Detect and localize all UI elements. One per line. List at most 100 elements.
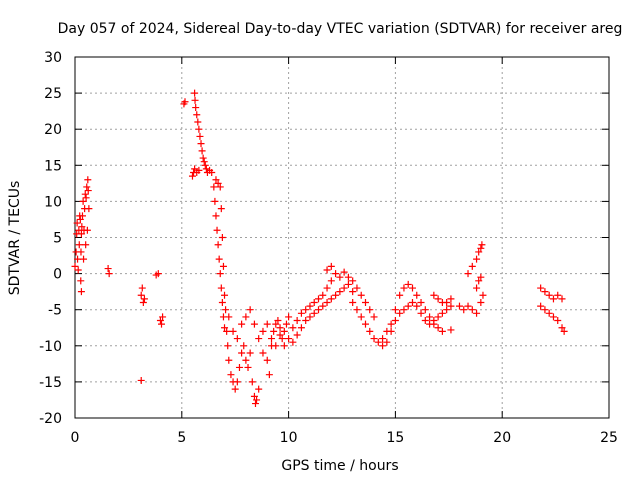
data-point <box>74 255 82 263</box>
data-point <box>417 298 425 306</box>
data-point <box>443 298 451 306</box>
data-point <box>537 302 545 310</box>
data-point <box>344 280 352 288</box>
y-tick-label: 5 <box>53 231 62 247</box>
data-point <box>400 284 408 292</box>
data-point <box>73 219 81 227</box>
data-point <box>370 313 378 321</box>
data-point <box>297 324 305 332</box>
data-point <box>225 356 233 364</box>
data-point <box>315 295 323 303</box>
data-point <box>421 306 429 314</box>
data-point <box>83 226 91 234</box>
data-point <box>76 215 84 223</box>
data-point <box>233 335 241 343</box>
data-point <box>227 371 235 379</box>
data-point <box>250 320 258 328</box>
y-tick-label: -5 <box>48 303 62 319</box>
data-point <box>479 291 487 299</box>
data-point <box>140 295 148 303</box>
data-point <box>221 324 229 332</box>
data-point <box>297 309 305 317</box>
data-point <box>195 125 203 133</box>
data-point <box>549 295 557 303</box>
data-point <box>302 317 310 325</box>
data-point <box>242 313 250 321</box>
data-point <box>181 98 189 106</box>
data-point <box>74 266 82 274</box>
data-point <box>434 295 442 303</box>
data-point <box>319 291 327 299</box>
data-point <box>238 349 246 357</box>
data-point <box>202 165 210 173</box>
data-point <box>319 302 327 310</box>
data-point <box>306 313 314 321</box>
data-point <box>217 284 225 292</box>
data-point <box>214 241 222 249</box>
data-point <box>336 273 344 281</box>
data-point <box>159 313 167 321</box>
data-point <box>353 284 361 292</box>
data-point <box>244 363 252 371</box>
data-point <box>430 291 438 299</box>
data-point <box>558 295 566 303</box>
data-point <box>391 306 399 314</box>
data-point <box>455 302 463 310</box>
data-point <box>396 291 404 299</box>
data-point <box>268 335 276 343</box>
data-point <box>315 306 323 314</box>
data-point <box>426 320 434 328</box>
data-point <box>274 317 282 325</box>
data-point <box>340 284 348 292</box>
data-point <box>408 284 416 292</box>
y-tick-label: 10 <box>44 194 62 210</box>
data-point <box>259 327 267 335</box>
x-axis-label: GPS time / hours <box>281 458 398 474</box>
data-point <box>438 309 446 317</box>
x-tick-label: 0 <box>71 430 80 446</box>
data-point <box>558 324 566 332</box>
data-point <box>327 295 335 303</box>
data-point <box>246 306 254 314</box>
data-point <box>194 118 202 126</box>
data-point <box>82 194 90 202</box>
data-point <box>387 320 395 328</box>
data-point <box>78 212 86 220</box>
data-point <box>156 317 164 325</box>
x-tick-label: 15 <box>386 430 404 446</box>
data-point <box>340 268 348 276</box>
data-point <box>218 234 226 241</box>
data-point <box>349 288 357 296</box>
data-point <box>477 244 485 252</box>
data-point <box>282 320 290 328</box>
data-point <box>289 338 297 346</box>
data-point <box>208 169 216 177</box>
data-point <box>139 298 147 306</box>
data-point <box>370 335 378 343</box>
data-point <box>357 313 365 321</box>
data-point <box>213 226 221 234</box>
x-tick-label: 25 <box>600 430 618 446</box>
data-point <box>434 313 442 321</box>
data-point <box>361 298 369 306</box>
data-point <box>434 324 442 332</box>
data-point <box>276 324 284 332</box>
data-point <box>251 400 259 408</box>
y-tick-label: -20 <box>39 411 62 427</box>
data-point <box>201 161 209 169</box>
data-point <box>545 291 553 299</box>
data-point <box>272 320 280 328</box>
data-point <box>191 96 199 104</box>
y-axis-label: SDTVAR / TECUs <box>7 181 23 296</box>
data-point <box>280 327 288 335</box>
y-tick-label: 25 <box>44 86 62 102</box>
data-point <box>554 291 562 299</box>
data-point <box>475 277 483 285</box>
data-point <box>240 342 248 350</box>
data-point <box>357 291 365 299</box>
data-point <box>80 255 88 263</box>
data-point <box>430 317 438 325</box>
data-point <box>77 248 85 256</box>
data-point <box>306 302 314 310</box>
data-point <box>238 320 246 328</box>
